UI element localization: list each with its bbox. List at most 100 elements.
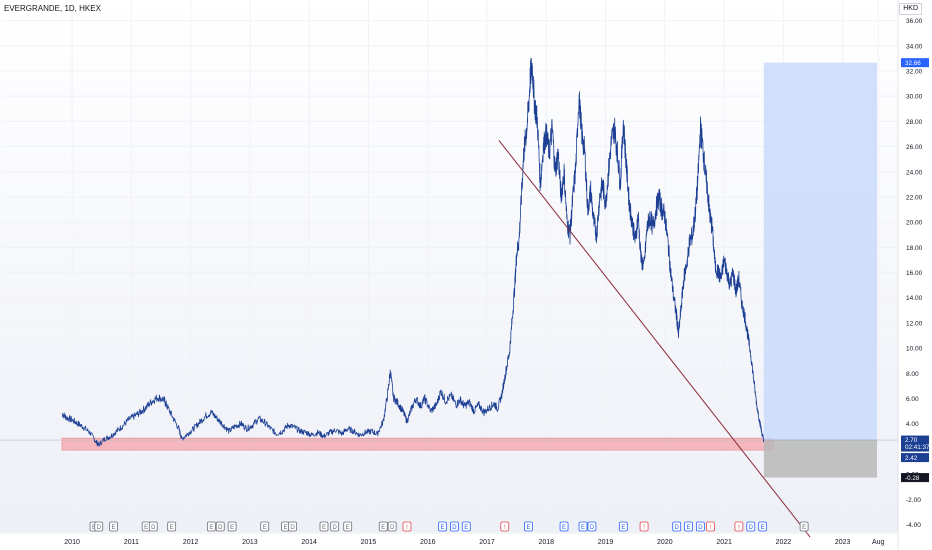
event-marker-label: E	[170, 525, 174, 531]
price-label-stop: -0.28	[901, 473, 929, 483]
time-axis-label: 2022	[776, 539, 792, 546]
price-axis[interactable]: -4.00-2.000.002.004.006.008.0010.0012.00…	[897, 0, 923, 550]
event-marker-box	[746, 521, 756, 532]
event-marker-label: E	[230, 525, 234, 531]
event-marker-label: E	[761, 525, 765, 531]
event-marker-box	[706, 521, 715, 532]
event-marker[interactable]: E	[167, 521, 177, 532]
event-marker-label: E	[209, 525, 213, 531]
event-marker[interactable]: !	[639, 521, 649, 532]
price-label-target: 32.66	[901, 58, 929, 68]
event-marker-box	[387, 521, 397, 532]
event-marker-label: E	[381, 525, 385, 531]
event-marker-label: E	[464, 525, 468, 531]
event-marker[interactable]: D	[288, 521, 297, 532]
event-marker[interactable]: E	[524, 521, 533, 532]
event-marker[interactable]: D	[330, 521, 340, 532]
price-axis-label: 26.00	[906, 144, 923, 151]
event-marker-label: D	[452, 525, 457, 531]
currency-badge[interactable]: HKD	[899, 3, 922, 15]
event-marker-label: D	[749, 525, 754, 531]
event-marker-label: D	[151, 525, 156, 531]
event-marker-label: E	[283, 525, 287, 531]
price-label-line: 2.42	[901, 453, 929, 463]
event-marker-label: E	[441, 525, 445, 531]
price-label-text: 2.70	[905, 437, 918, 444]
event-marker-label: E	[687, 525, 691, 531]
time-axis-label: 2013	[242, 539, 258, 546]
chart-grid	[0, 0, 898, 532]
event-marker-box	[288, 521, 297, 532]
event-marker-label: E	[322, 525, 326, 531]
event-marker-label: D	[97, 525, 102, 531]
event-marker[interactable]: !	[402, 521, 412, 532]
event-marker[interactable]: E	[206, 521, 216, 532]
event-marker[interactable]: E	[378, 521, 388, 532]
event-marker[interactable]: E	[343, 521, 353, 532]
price-axis-label: 6.00	[906, 396, 919, 403]
event-marker[interactable]: !	[734, 521, 744, 532]
event-marker[interactable]: E	[618, 521, 628, 532]
time-axis[interactable]: 2010 2011 2012 2013 2014 2015 2016 2017 2018 2019…	[0, 532, 898, 546]
event-marker[interactable]: D	[215, 521, 225, 532]
event-marker-label: D	[675, 525, 680, 531]
event-marker[interactable]: !	[706, 521, 715, 532]
event-marker-label: E	[581, 525, 585, 531]
event-marker[interactable]: !	[500, 521, 510, 532]
time-axis-label: 2020	[657, 539, 673, 546]
time-axis-label: 2023	[835, 539, 851, 546]
event-markers[interactable]: E D E E D E E D E E E D E D E E D! E D E! E E E D E! D E D!! D E E	[89, 521, 809, 532]
trendline-drawing[interactable]	[498, 139, 811, 538]
event-marker-label: D	[290, 525, 295, 531]
stop-zone	[763, 440, 878, 478]
event-marker[interactable]: E	[260, 521, 270, 532]
event-marker-box	[167, 521, 177, 532]
event-marker[interactable]: D	[94, 521, 104, 532]
price-label-text: -0.28	[905, 475, 920, 482]
event-marker[interactable]: E	[109, 521, 118, 532]
price-label-bg	[901, 473, 929, 483]
event-marker[interactable]: D	[587, 521, 597, 532]
event-marker-box	[734, 521, 744, 532]
price-line	[61, 58, 765, 447]
price-label-bg	[901, 442, 929, 452]
event-marker[interactable]: E	[319, 521, 329, 532]
event-marker-box	[343, 521, 353, 532]
event-marker[interactable]: D	[746, 521, 756, 532]
event-marker-box	[206, 521, 216, 532]
event-marker[interactable]: D	[148, 521, 158, 532]
event-marker[interactable]: E	[799, 521, 809, 532]
event-marker[interactable]: E	[758, 521, 768, 532]
event-marker[interactable]: E	[461, 521, 471, 532]
event-marker[interactable]: D	[695, 521, 705, 532]
price-label-text: 2.42	[905, 455, 918, 462]
price-axis-label: -2.00	[906, 497, 921, 504]
event-marker[interactable]: E	[578, 521, 588, 532]
event-marker[interactable]: E	[227, 521, 237, 532]
event-marker[interactable]: E	[684, 521, 693, 532]
event-marker-label: D	[590, 525, 595, 531]
price-axis-label: 20.00	[906, 220, 923, 227]
time-axis-label: 2014	[301, 539, 317, 546]
event-marker-label: D	[698, 525, 703, 531]
time-axis-label: 2021	[716, 539, 732, 546]
drawing-zones	[0, 62, 898, 478]
trendline	[498, 139, 811, 538]
event-marker[interactable]: E	[559, 521, 569, 532]
time-axis-label: 2010	[64, 539, 80, 546]
time-axis-label: Aug	[872, 539, 885, 546]
event-marker[interactable]: E	[438, 521, 447, 532]
event-marker[interactable]: D	[387, 521, 397, 532]
event-marker-box	[438, 521, 447, 532]
event-marker-label: E	[92, 525, 96, 531]
event-marker-box	[695, 521, 705, 532]
event-marker[interactable]: D	[672, 521, 682, 532]
event-marker-label: !	[643, 525, 645, 531]
price-axis-label: 22.00	[906, 194, 923, 201]
price-axis-label: 32.00	[906, 68, 923, 75]
price-label-bg	[901, 453, 929, 463]
event-marker-box	[684, 521, 693, 532]
event-marker[interactable]: D	[450, 521, 459, 532]
